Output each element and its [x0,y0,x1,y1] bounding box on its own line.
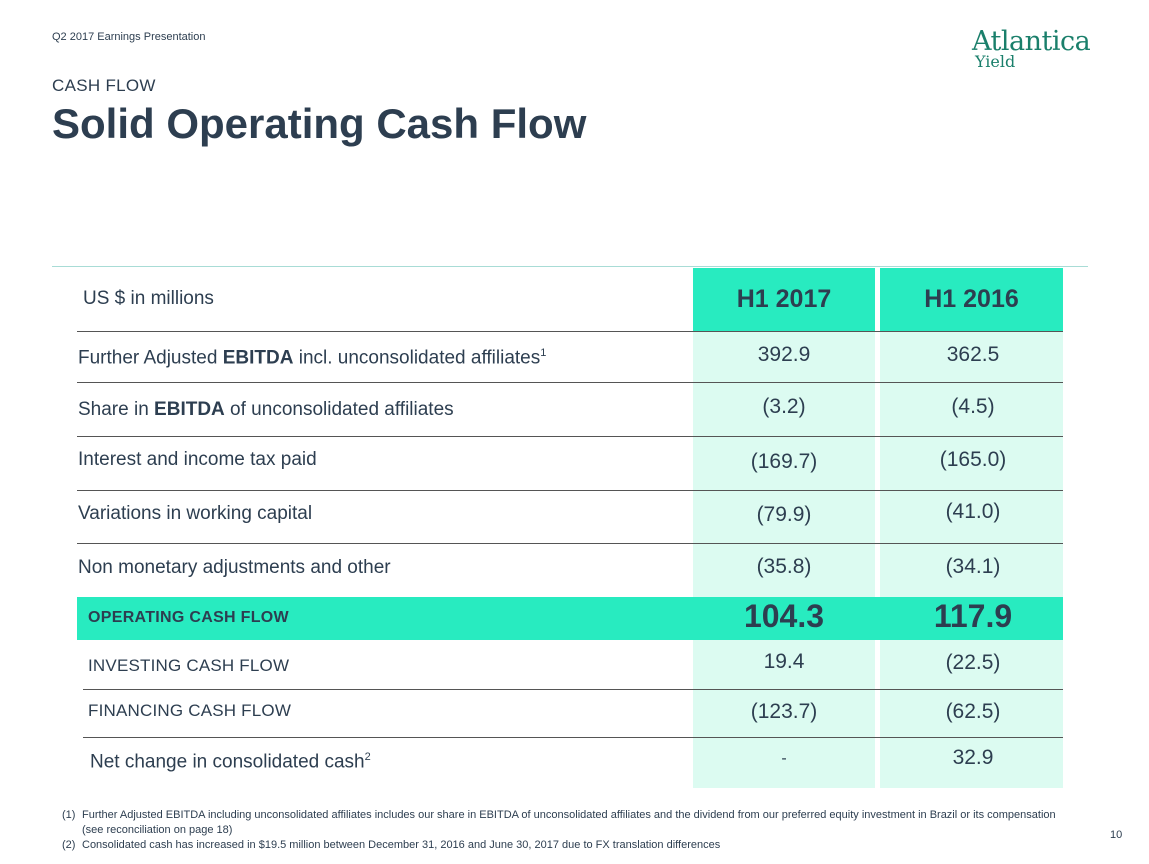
value-h1-2016: (165.0) [939,448,1007,471]
page-title: Solid Operating Cash Flow [52,100,587,147]
row-divider [77,331,1063,332]
logo-text-yield: Yield [975,52,1016,71]
net-change-value-h1-2017: - [781,750,787,767]
footnote-number: (1) [62,809,76,821]
logo-text-atlantica: Atlantica [972,26,1091,57]
footnote-1: (1) Further Adjusted EBITDA including un… [62,808,1072,838]
net-change-label: Net change in consolidated cash2 [90,751,371,773]
row-divider [77,543,1063,544]
presentation-label: Q2 2017 Earnings Presentation [52,31,206,43]
column-header-h1-2017: H1 2017 [693,268,875,331]
section-eyebrow: CASH FLOW [52,76,156,95]
financing-value-h1-2017: (123.7) [750,700,818,723]
footnote-text: Consolidated cash has increased in $19.5… [82,839,721,851]
column-h1-2016-fill [880,331,1063,788]
operating-cash-flow-bar [77,597,1063,640]
column-header-h1-2016: H1 2016 [880,268,1063,331]
row-divider [77,490,1063,491]
net-change-value-h1-2016: 32.9 [952,746,994,769]
row-divider [77,436,1063,437]
footnote-number: (2) [62,839,76,851]
financing-value-h1-2016: (62.5) [945,700,1001,723]
operating-value-h1-2016: 117.9 [933,598,1013,634]
row-divider [83,689,1063,690]
footnotes: (1) Further Adjusted EBITDA including un… [62,808,1072,853]
company-logo: Atlantica Yield [972,26,1102,74]
investing-value-h1-2017: 19.4 [763,650,805,673]
value-h1-2016: (34.1) [945,555,1001,578]
value-h1-2017: (169.7) [750,450,818,473]
row-label-non-monetary: Non monetary adjustments and other [78,557,391,578]
value-h1-2016: 362.5 [946,343,1000,366]
financing-cash-flow-label: FINANCING CASH FLOW [88,701,292,720]
row-label-share-in-ebitda: Share in EBITDA of unconsolidated affili… [78,399,454,420]
footnote-text: Further Adjusted EBITDA including uncons… [82,809,1056,836]
value-h1-2017: (35.8) [756,555,812,578]
investing-value-h1-2016: (22.5) [945,651,1001,674]
value-h1-2017: 392.9 [757,343,811,366]
row-label-interest-tax: Interest and income tax paid [78,449,317,470]
row-divider [77,382,1063,383]
row-divider [83,737,1063,738]
footnote-2: (2) Consolidated cash has increased in $… [62,838,1072,853]
page-number: 10 [1110,829,1123,841]
operating-value-h1-2017: 104.3 [743,598,825,634]
operating-cash-flow-label: OPERATING CASH FLOW [88,609,289,626]
value-h1-2016: (41.0) [945,500,1001,523]
table-top-divider [52,266,1088,267]
column-h1-2017-fill [693,331,875,788]
row-label-working-capital: Variations in working capital [78,503,313,524]
value-h1-2017: (79.9) [756,503,812,526]
value-h1-2016: (4.5) [951,395,995,418]
value-h1-2017: (3.2) [762,395,806,418]
row-label-further-adjusted-ebitda: Further Adjusted EBITDA incl. unconsolid… [78,347,547,369]
investing-cash-flow-label: INVESTING CASH FLOW [88,656,290,675]
unit-label: US $ in millions [83,288,214,309]
